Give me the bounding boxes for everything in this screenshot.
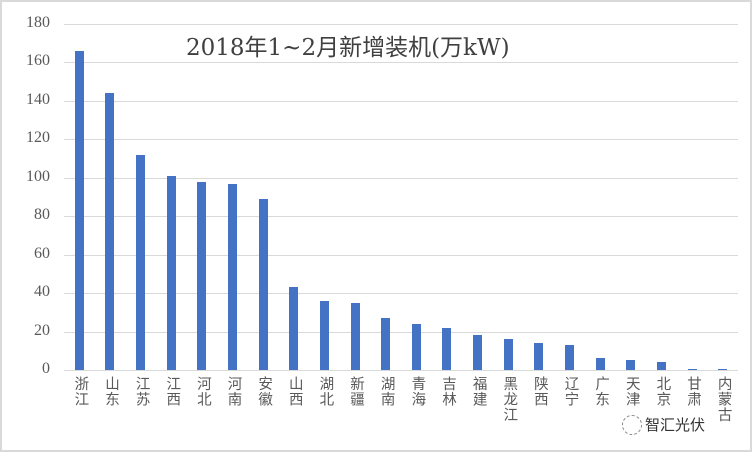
gridline (64, 100, 738, 102)
x-tick-label: 湖北 (317, 376, 334, 407)
bar (350, 302, 360, 370)
x-tick-label: 江西 (164, 376, 181, 407)
wechat-logo-icon (622, 414, 642, 435)
x-tick-label: 山东 (102, 376, 119, 407)
x-tick-label: 新疆 (348, 376, 365, 407)
x-tick-label: 天津 (623, 376, 640, 407)
bar (595, 358, 605, 370)
watermark-text: 智汇光伏 (645, 416, 706, 434)
x-tick-label: 辽宁 (562, 376, 579, 407)
x-tick-label: 甘肃 (685, 376, 702, 407)
x-tick-label: 内蒙古 (715, 376, 732, 423)
bar (136, 154, 146, 370)
bar (565, 345, 574, 370)
gridline (64, 177, 738, 179)
y-tick-label: 60 (34, 244, 50, 262)
x-tick-label: 安徽 (256, 376, 273, 407)
y-tick-label: 40 (34, 283, 50, 301)
bar (473, 335, 483, 370)
x-tick-label: 广东 (593, 376, 610, 407)
y-tick-label: 100 (26, 167, 50, 185)
x-tick-label: 福建 (470, 376, 487, 407)
bar (442, 327, 452, 370)
bar (687, 368, 697, 370)
bar (319, 300, 329, 370)
x-tick-label: 吉林 (439, 376, 456, 407)
bar (258, 198, 268, 370)
bar (656, 362, 666, 370)
gridline (64, 331, 738, 333)
gridline (64, 370, 738, 371)
watermark: 智汇光伏 (622, 414, 705, 435)
bar (197, 181, 207, 370)
x-tick-label: 陕西 (531, 376, 548, 407)
bar (381, 318, 391, 370)
x-tick-label: 湖南 (378, 376, 395, 407)
gridline (64, 139, 738, 141)
bar (166, 175, 176, 370)
y-tick-label: 160 (26, 52, 50, 70)
bar (411, 323, 421, 370)
y-tick-label: 20 (34, 321, 50, 339)
bar (718, 368, 728, 370)
bar (228, 183, 237, 370)
x-tick-label: 浙江 (72, 376, 89, 407)
gridline (64, 254, 738, 256)
y-tick-label: 120 (26, 129, 50, 147)
x-tick-label: 河北 (194, 376, 211, 407)
x-tick-label: 青海 (409, 376, 426, 407)
gridline (64, 62, 738, 64)
bar (74, 50, 84, 370)
bar (503, 339, 513, 370)
gridline (64, 293, 738, 295)
x-tick-label: 江苏 (133, 376, 150, 407)
chart-title: 2018年1~2月新增装机(万kW) (184, 28, 512, 62)
x-tick-label: 河南 (225, 376, 242, 407)
gridline (64, 216, 738, 218)
bar (626, 360, 636, 370)
bar (289, 287, 299, 370)
y-tick-label: 0 (42, 360, 50, 377)
bar (105, 93, 115, 370)
bar (534, 343, 544, 370)
plot-area (64, 24, 738, 371)
y-tick-label: 80 (34, 206, 50, 224)
x-tick-label: 北京 (654, 376, 671, 407)
gridline (64, 24, 738, 25)
y-tick-label: 140 (26, 90, 50, 108)
x-tick-label: 山西 (286, 376, 303, 407)
x-tick-label: 黑龙江 (501, 376, 518, 423)
y-tick-label: 180 (26, 14, 50, 31)
